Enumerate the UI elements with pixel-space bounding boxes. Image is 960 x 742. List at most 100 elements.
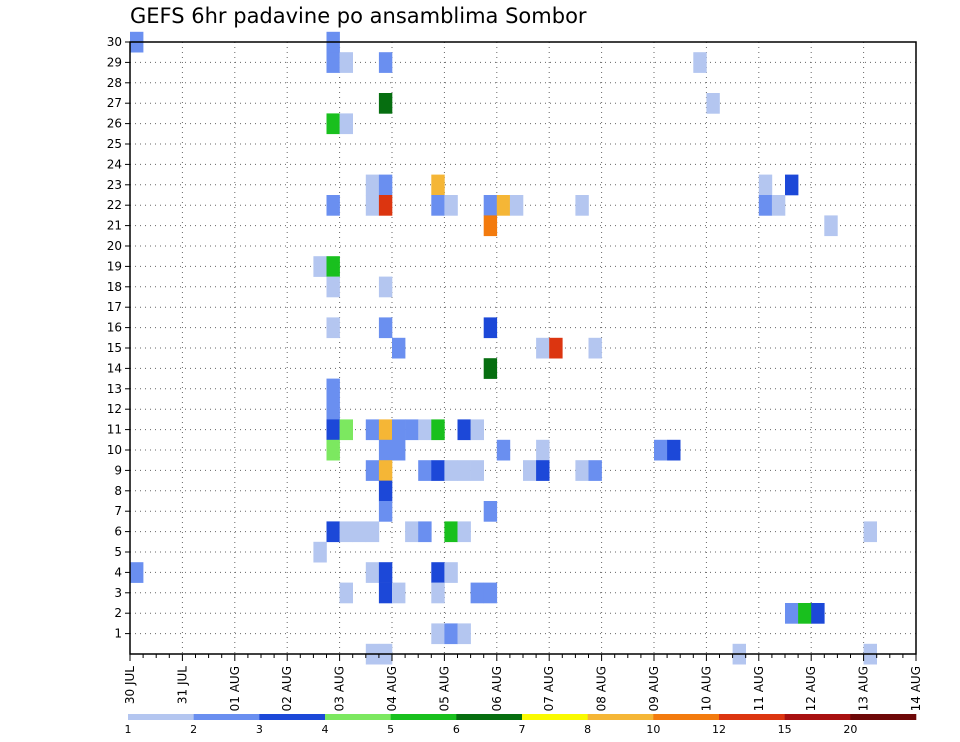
y-tick-label: 30 (107, 35, 122, 49)
precip-cell (326, 113, 340, 135)
y-tick-label: 11 (107, 423, 122, 437)
precip-cell (339, 582, 353, 604)
y-tick-label: 12 (107, 402, 122, 416)
precip-cell (536, 439, 550, 461)
colorbar-label: 1 (125, 723, 132, 736)
y-tick-label: 15 (107, 341, 122, 355)
colorbar-swatch (456, 714, 523, 720)
precip-cell (130, 562, 144, 583)
x-tick-label: 06 AUG (490, 666, 504, 711)
precip-cell (378, 419, 393, 441)
precip-cell (457, 623, 471, 645)
precip-cell (326, 317, 340, 339)
colorbar-swatch (784, 714, 851, 720)
precip-cell (326, 52, 340, 73)
precip-cell (444, 562, 458, 583)
precip-cell (326, 256, 340, 277)
precip-cell (392, 582, 406, 604)
x-tick-label: 09 AUG (647, 666, 661, 711)
precip-cell (523, 460, 537, 481)
precip-cell (392, 337, 406, 359)
precip-cell (457, 521, 471, 543)
colorbar-label: 5 (387, 723, 394, 736)
precip-cell (483, 582, 498, 604)
x-tick-label: 02 AUG (280, 666, 294, 711)
data-cells (130, 31, 877, 665)
y-axis: 1234567891011121314151617181920212223242… (107, 35, 130, 641)
colorbar-label: 3 (256, 723, 263, 736)
y-tick-label: 14 (107, 361, 122, 375)
colorbar-swatch (653, 714, 720, 720)
precip-cell (431, 174, 445, 196)
y-tick-label: 1 (114, 627, 122, 641)
precip-cell (326, 276, 340, 298)
precip-cell (326, 521, 340, 543)
precip-cell (431, 582, 445, 604)
precip-cell (496, 195, 511, 216)
y-tick-label: 2 (114, 606, 122, 620)
precip-cell (457, 419, 471, 441)
precip-cell (365, 195, 380, 216)
precip-cell (536, 337, 550, 359)
precip-cell (378, 562, 393, 583)
precip-cell (431, 419, 445, 441)
precip-cell (378, 480, 393, 502)
precip-cell (326, 399, 340, 420)
precip-cell (536, 460, 550, 481)
x-tick-label: 30 JUL (123, 666, 137, 704)
precip-cell (365, 419, 380, 441)
y-tick-label: 19 (107, 259, 122, 273)
colorbar-label: 12 (712, 723, 726, 736)
precip-cell (378, 93, 393, 114)
precip-cell (785, 603, 799, 624)
precip-cell (326, 439, 340, 461)
y-tick-label: 7 (114, 504, 122, 518)
colorbar: 1 2 3 4 5 6 7 8 10 12 15 20 (125, 714, 917, 736)
x-tick-label: 13 AUG (857, 666, 871, 711)
x-tick-label: 14 AUG (909, 666, 923, 711)
precip-cell (339, 521, 353, 543)
y-tick-label: 5 (114, 545, 122, 559)
colorbar-label: 15 (778, 723, 792, 736)
colorbar-swatch (193, 714, 260, 720)
precip-cell (496, 439, 511, 461)
precip-cell (771, 195, 786, 216)
x-tick-label: 01 AUG (228, 666, 242, 711)
precip-cell (313, 541, 327, 563)
y-tick-label: 18 (107, 280, 122, 294)
precip-cell (549, 337, 563, 359)
x-tick-label: 31 JUL (175, 666, 189, 704)
colorbar-swatch (522, 714, 588, 720)
y-tick-label: 17 (107, 300, 122, 314)
y-tick-label: 28 (107, 76, 122, 90)
precip-cell (785, 174, 799, 196)
colorbar-swatch (259, 714, 326, 720)
y-tick-label: 9 (114, 463, 122, 477)
precip-cell (418, 460, 432, 481)
precip-cell (431, 195, 445, 216)
precip-cell (444, 460, 458, 481)
precip-cell (418, 521, 432, 543)
colorbar-label: 8 (584, 723, 591, 736)
precip-cell (457, 460, 471, 481)
precip-cell (811, 603, 825, 624)
precip-cell (378, 460, 393, 481)
x-axis: 30 JUL 31 JUL 01 AUG 02 AUG 03 AUG 04 AUG 05 A… (123, 654, 923, 711)
precip-cell (365, 562, 380, 583)
y-tick-label: 22 (107, 198, 122, 212)
colorbar-label: 7 (519, 723, 526, 736)
precip-cell (483, 215, 498, 237)
y-tick-label: 4 (114, 565, 122, 579)
precip-cell (824, 215, 838, 237)
precip-cell (431, 460, 445, 481)
precip-cell (693, 52, 707, 73)
x-tick-label: 05 AUG (437, 666, 451, 711)
colorbar-swatch (390, 714, 457, 720)
precip-cell (405, 521, 419, 543)
precip-cell (392, 439, 406, 461)
precip-cell (339, 113, 353, 135)
plot-frame (129, 41, 917, 655)
y-tick-label: 20 (107, 239, 122, 253)
x-tick-label: 10 AUG (699, 666, 713, 711)
